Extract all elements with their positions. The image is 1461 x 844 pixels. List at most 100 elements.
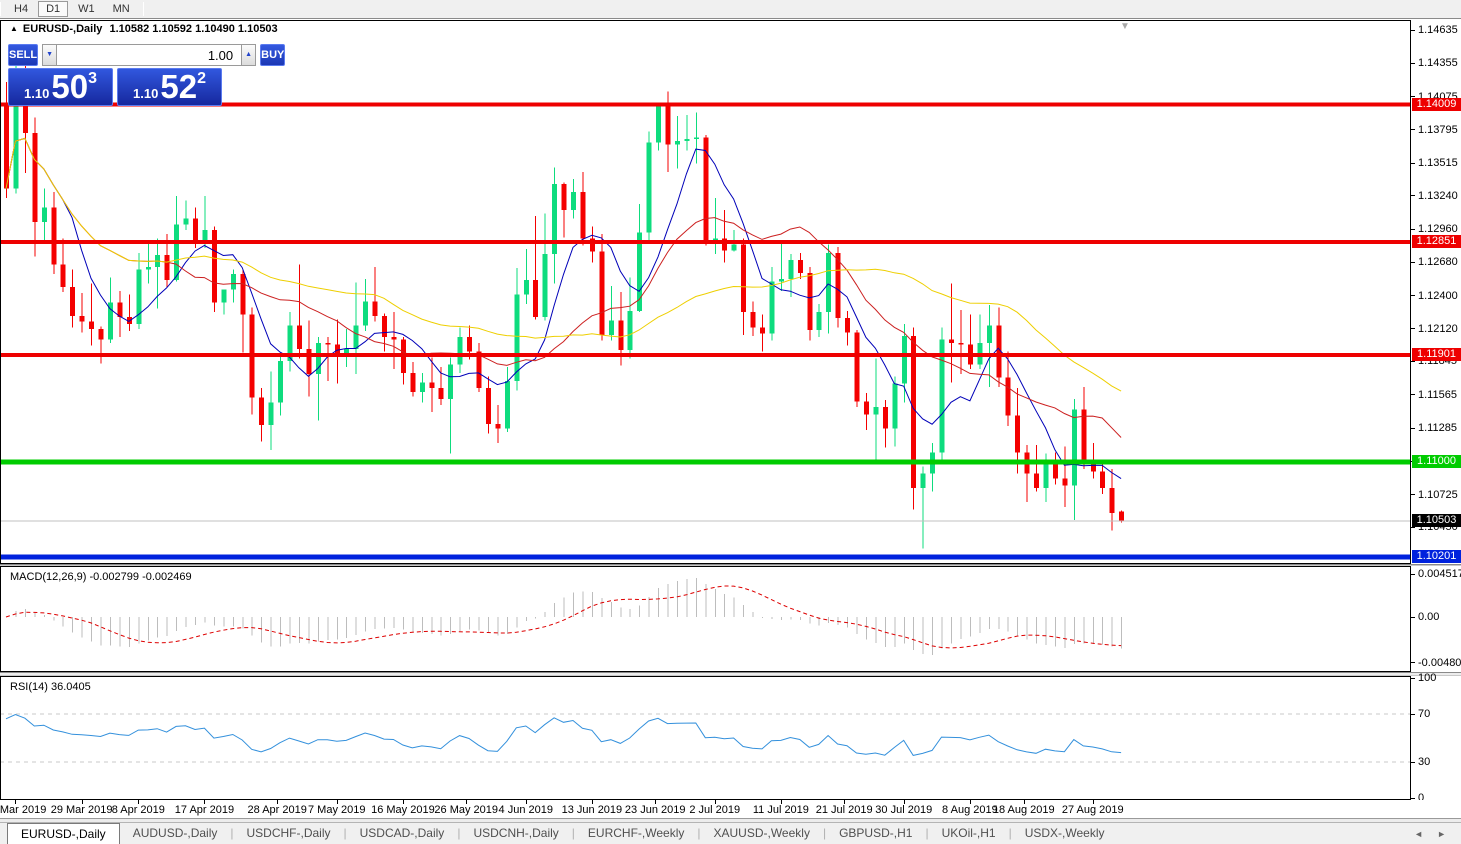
sell-price-button[interactable]: 1.10 50 3 — [8, 68, 113, 106]
symbol-period-label: EURUSD-,Daily — [22, 23, 103, 35]
date-label: 4 Jun 2019 — [498, 804, 553, 816]
rsi-tick-label: 70 — [1418, 708, 1431, 720]
price-tick — [1411, 29, 1415, 31]
date-tick — [402, 800, 404, 804]
chart-title: ▲ EURUSD-,Daily 1.10582 1.10592 1.10490 1… — [10, 23, 278, 35]
price-tick-label: 1.14355 — [1418, 57, 1458, 70]
volume-increase-icon[interactable]: ▲ — [241, 44, 257, 66]
macd-tick — [1411, 616, 1415, 618]
date-tick — [336, 800, 338, 804]
panel-splitter[interactable] — [0, 672, 1461, 676]
chart-tab-usdx-weekly[interactable]: USDX-,Weekly — [1024, 826, 1105, 840]
price-tick-label: 1.10725 — [1418, 488, 1458, 501]
macd-histogram — [15, 577, 1123, 656]
date-tick — [277, 800, 279, 804]
price-tick-label: 1.11565 — [1418, 388, 1457, 401]
date-tick — [1092, 800, 1094, 804]
ma-slow-line — [5, 137, 1122, 392]
price-tick-label: 1.12400 — [1418, 289, 1458, 302]
volume-decrease-icon[interactable]: ▼ — [42, 44, 58, 66]
rsi-tick-label: 30 — [1418, 756, 1431, 768]
chart-tab-ukoil-h1[interactable]: UKOil-,H1 — [941, 826, 996, 840]
rsi-axis: 100 70 30 0 — [1411, 672, 1461, 804]
date-label: 16 May 2019 — [371, 804, 435, 816]
price-tick-label: 1.12960 — [1418, 223, 1458, 236]
timeframe-button-w1[interactable]: W1 — [78, 3, 95, 15]
date-tick — [969, 800, 971, 804]
chart-tab-usdchf-daily[interactable]: USDCHF-,Daily — [246, 826, 331, 840]
date-label: 17 Apr 2019 — [174, 804, 235, 816]
level-price-badge: 1.14009 — [1412, 97, 1461, 111]
macd-tick-label: -0.004806 — [1418, 656, 1461, 669]
date-tick — [204, 800, 206, 804]
sell-button[interactable]: SELL — [8, 44, 39, 66]
date-tick — [81, 800, 83, 804]
date-tick — [903, 800, 905, 804]
tabs-scroll-left-icon[interactable]: ◄ — [1414, 828, 1424, 839]
buy-price-button[interactable]: 1.10 52 2 — [117, 68, 222, 106]
rsi-line — [5, 713, 1122, 756]
rsi-tick — [1411, 797, 1415, 799]
price-tick-label: 1.13515 — [1418, 157, 1458, 170]
tab-divider: | — [925, 826, 929, 840]
horizontal-level-lines[interactable] — [0, 102, 1411, 560]
chart-tab-usdcnh-daily[interactable]: USDCNH-,Daily — [473, 826, 559, 840]
date-tick — [780, 800, 782, 804]
volume-input[interactable] — [57, 44, 242, 66]
date-label: 18 Aug 2019 — [992, 804, 1055, 816]
timeframe-button-h4[interactable]: H4 — [14, 3, 29, 15]
buy-price-sup: 2 — [197, 70, 206, 87]
date-label: 2 Jul 2019 — [689, 804, 741, 816]
window-frame — [0, 818, 1461, 822]
tab-divider: | — [571, 826, 575, 840]
chart-tab-eurchf-weekly[interactable]: EURCHF-,Weekly — [587, 826, 685, 840]
price-tick — [1411, 261, 1415, 263]
date-label: 11 Jul 2019 — [752, 804, 809, 816]
date-tick — [138, 800, 140, 804]
macd-label: MACD(12,26,9) -0.002799 -0.002469 — [10, 571, 192, 583]
date-tick — [655, 800, 657, 804]
ma-fast-line — [5, 137, 1122, 480]
date-tick — [844, 800, 846, 804]
level-price-badge: 1.11000 — [1412, 455, 1461, 469]
price-tick-label: 1.14635 — [1418, 24, 1458, 37]
date-label: 28 Apr 2019 — [247, 804, 307, 816]
buy-price-big: 52 — [160, 68, 198, 105]
price-tick — [1411, 96, 1415, 98]
date-tick — [1023, 800, 1025, 804]
date-tick — [714, 800, 716, 804]
tab-divider: | — [230, 826, 234, 840]
macd-panel — [0, 566, 1411, 672]
macd-tick — [1411, 573, 1415, 575]
tab-divider: | — [822, 826, 827, 840]
price-tick — [1411, 129, 1415, 131]
date-label: 23 Jun 2019 — [624, 804, 686, 816]
chart-tab-usdcad-daily[interactable]: USDCAD-,Daily — [359, 826, 445, 840]
rsi-panel — [0, 676, 1411, 800]
panel-splitter[interactable] — [0, 564, 1461, 566]
candles — [4, 48, 1125, 549]
date-tick — [591, 800, 593, 804]
collapse-trade-panel-icon[interactable]: ▲ — [10, 24, 18, 33]
chart-shift-marker-icon[interactable]: ▼ — [1120, 21, 1130, 32]
date-tick — [525, 800, 527, 804]
buy-button[interactable]: BUY — [260, 44, 286, 66]
chart-tab-audusd-daily[interactable]: AUDUSD-,Daily — [132, 826, 218, 840]
chart-tab-xauusd-weekly[interactable]: XAUUSD-,Weekly — [713, 826, 810, 840]
chart-tab-gbpusd-h1[interactable]: GBPUSD-,H1 — [839, 826, 913, 840]
chart-tab-eurusd-daily[interactable]: EURUSD-,Daily — [7, 823, 120, 844]
timeframe-button-d1[interactable]: D1 — [38, 1, 69, 17]
tabs-scroll-right-icon[interactable]: ► — [1437, 828, 1446, 839]
macd-tick — [1411, 662, 1415, 664]
sell-price-big: 50 — [51, 68, 89, 105]
tab-divider: | — [697, 826, 701, 840]
macd-tick-label: 0.004517 — [1418, 568, 1461, 581]
price-tick — [1411, 394, 1415, 396]
level-price-badge: 1.11901 — [1412, 348, 1461, 362]
timeframe-button-mn[interactable]: MN — [112, 3, 130, 15]
price-tick-label: 1.12680 — [1418, 256, 1458, 269]
price-tick-label: 1.11285 — [1418, 422, 1457, 434]
ma-medium-line — [5, 137, 1122, 438]
